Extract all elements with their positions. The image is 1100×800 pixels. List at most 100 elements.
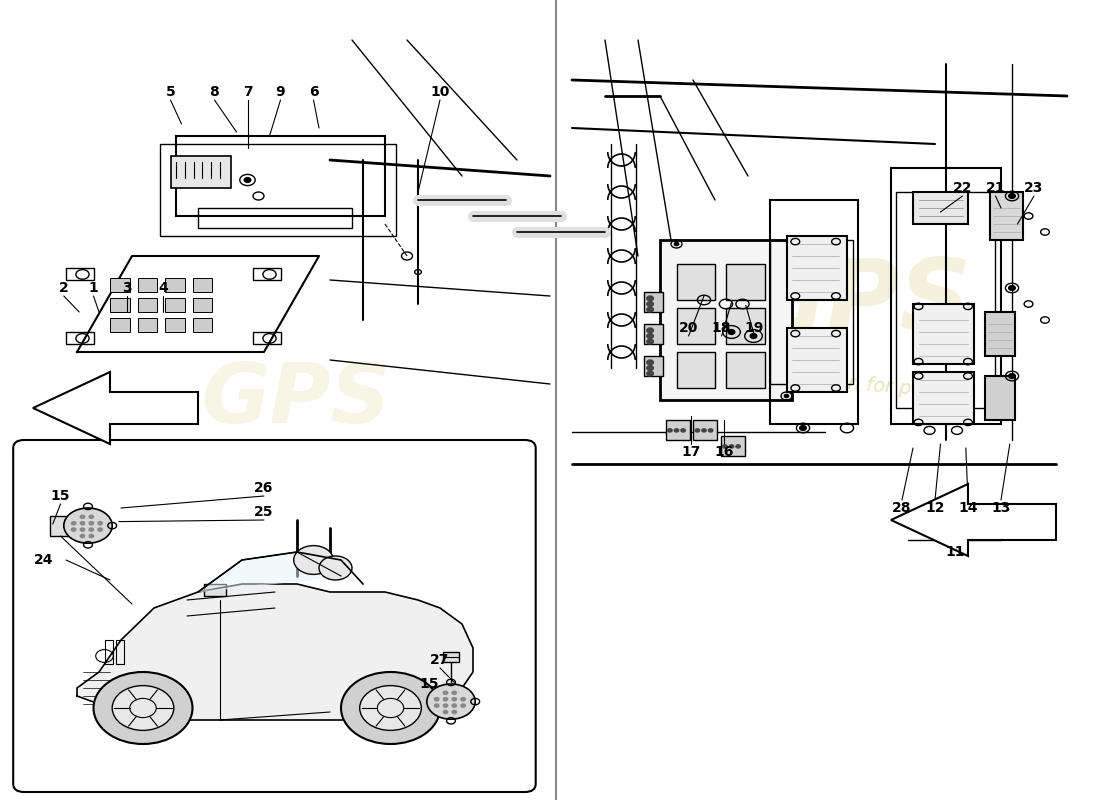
Circle shape bbox=[647, 328, 653, 333]
Circle shape bbox=[64, 508, 112, 543]
Circle shape bbox=[89, 528, 94, 531]
Text: 4: 4 bbox=[158, 281, 167, 295]
Text: 22: 22 bbox=[953, 181, 972, 195]
Circle shape bbox=[341, 672, 440, 744]
Bar bbox=[896, 192, 996, 408]
Polygon shape bbox=[891, 484, 1056, 556]
Bar bbox=[720, 436, 745, 456]
Circle shape bbox=[647, 360, 653, 365]
Circle shape bbox=[80, 534, 85, 538]
Bar bbox=[66, 268, 94, 280]
Polygon shape bbox=[33, 372, 198, 444]
Polygon shape bbox=[77, 256, 319, 352]
Bar bbox=[110, 318, 130, 332]
Bar bbox=[984, 376, 1015, 420]
Circle shape bbox=[800, 426, 806, 430]
Text: 5: 5 bbox=[166, 85, 175, 99]
Circle shape bbox=[702, 429, 706, 432]
Circle shape bbox=[647, 334, 653, 338]
Text: 21: 21 bbox=[986, 181, 1005, 195]
Bar bbox=[676, 308, 715, 344]
Circle shape bbox=[723, 445, 727, 448]
Bar bbox=[726, 308, 764, 344]
Circle shape bbox=[647, 366, 653, 370]
Circle shape bbox=[750, 334, 757, 338]
Circle shape bbox=[89, 534, 94, 538]
Text: 12: 12 bbox=[925, 501, 945, 515]
Polygon shape bbox=[198, 552, 341, 592]
Text: 23: 23 bbox=[1024, 181, 1044, 195]
Circle shape bbox=[434, 698, 439, 701]
Bar bbox=[198, 208, 352, 228]
Bar bbox=[116, 640, 124, 664]
Bar bbox=[176, 136, 385, 216]
Bar bbox=[204, 584, 226, 596]
Bar bbox=[913, 192, 968, 224]
Text: 15: 15 bbox=[419, 677, 439, 691]
Circle shape bbox=[443, 698, 448, 701]
Circle shape bbox=[452, 710, 456, 714]
Circle shape bbox=[708, 429, 713, 432]
Text: 10: 10 bbox=[430, 85, 450, 99]
Circle shape bbox=[1009, 286, 1015, 290]
Circle shape bbox=[80, 515, 85, 518]
Bar bbox=[165, 298, 185, 312]
Text: 2: 2 bbox=[59, 281, 68, 295]
Text: 25: 25 bbox=[254, 505, 274, 519]
Bar bbox=[104, 640, 113, 664]
Bar bbox=[165, 278, 185, 292]
Text: 13: 13 bbox=[991, 501, 1011, 515]
Bar bbox=[676, 352, 715, 388]
Circle shape bbox=[647, 339, 653, 344]
Circle shape bbox=[80, 522, 85, 525]
Text: 15: 15 bbox=[51, 489, 70, 503]
Circle shape bbox=[784, 394, 789, 398]
Text: a passion for parts: a passion for parts bbox=[767, 366, 949, 402]
Circle shape bbox=[681, 429, 685, 432]
Bar bbox=[770, 240, 853, 384]
Circle shape bbox=[244, 178, 251, 182]
Bar bbox=[253, 268, 280, 280]
Circle shape bbox=[674, 242, 679, 246]
Circle shape bbox=[647, 302, 653, 306]
Text: 28: 28 bbox=[892, 501, 912, 515]
Text: 11: 11 bbox=[945, 545, 965, 559]
Bar bbox=[192, 298, 212, 312]
Text: 16: 16 bbox=[714, 445, 734, 459]
Text: 6: 6 bbox=[309, 85, 318, 99]
Bar bbox=[165, 318, 185, 332]
Bar bbox=[984, 312, 1015, 356]
Text: 8: 8 bbox=[210, 85, 219, 99]
Bar bbox=[412, 692, 446, 712]
Bar bbox=[770, 200, 858, 424]
Circle shape bbox=[89, 522, 94, 525]
Text: GPS: GPS bbox=[745, 255, 971, 353]
Bar bbox=[253, 332, 280, 344]
Text: 14: 14 bbox=[958, 501, 978, 515]
Text: 20: 20 bbox=[679, 321, 699, 335]
Bar bbox=[110, 278, 130, 292]
Circle shape bbox=[443, 710, 448, 714]
Bar bbox=[644, 292, 663, 312]
Bar bbox=[192, 318, 212, 332]
Bar bbox=[786, 328, 847, 392]
Bar bbox=[726, 264, 764, 300]
Circle shape bbox=[427, 684, 475, 719]
Circle shape bbox=[461, 704, 465, 707]
Circle shape bbox=[94, 672, 192, 744]
Circle shape bbox=[1009, 194, 1015, 198]
Circle shape bbox=[647, 307, 653, 312]
Circle shape bbox=[319, 556, 352, 580]
Circle shape bbox=[1009, 374, 1015, 378]
Bar bbox=[138, 278, 157, 292]
Circle shape bbox=[443, 691, 448, 694]
Bar bbox=[66, 332, 94, 344]
Bar bbox=[990, 192, 1023, 240]
Circle shape bbox=[452, 698, 456, 701]
Bar bbox=[138, 298, 157, 312]
Text: 18: 18 bbox=[712, 321, 732, 335]
Bar bbox=[644, 324, 663, 344]
Circle shape bbox=[72, 522, 76, 525]
Bar bbox=[160, 144, 396, 236]
Bar bbox=[891, 168, 1001, 424]
